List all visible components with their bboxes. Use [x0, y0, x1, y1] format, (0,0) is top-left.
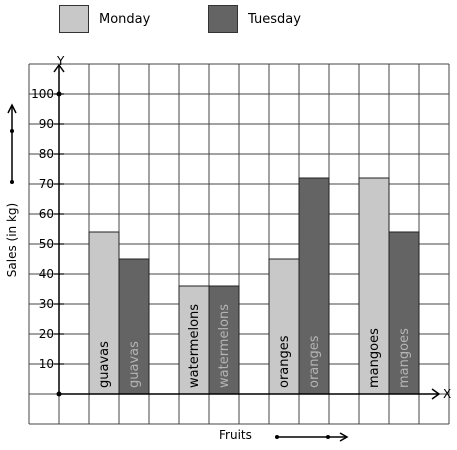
- bar-tuesday-mangoes: [388, 231, 420, 395]
- origin-dot: [56, 391, 62, 397]
- legend-item-tuesday: Tuesday: [208, 4, 301, 34]
- y-ticks: 10 20 30 40 50 60 70 80 90 100: [31, 87, 64, 371]
- legend-swatch-tuesday: [208, 5, 238, 33]
- bar-label-tuesday-guavas: guavas: [127, 341, 142, 388]
- bar-label-tuesday-oranges: oranges: [307, 335, 322, 388]
- y-direction-arrow: [7, 103, 17, 184]
- y-axis-title: Sales (in kg): [5, 202, 19, 278]
- axes: Y X: [53, 54, 451, 401]
- y-axis-title-wrap: Sales (in kg): [0, 160, 24, 320]
- y-tick-label: 70: [39, 177, 54, 191]
- legend-label-tuesday: Tuesday: [248, 11, 301, 27]
- y-axis-letter: Y: [56, 54, 65, 68]
- y-axis-arrowhead: [53, 63, 65, 73]
- y-tick-label: 50: [39, 237, 54, 251]
- legend-label-monday: Monday: [99, 11, 151, 27]
- bars: guavas guavas watermelons watermelons orange…: [88, 177, 420, 395]
- legend-swatch-monday: [59, 5, 89, 33]
- bar-label-tuesday-watermelons: watermelons: [217, 304, 232, 388]
- bar-label-tuesday-mangoes: mangoes: [397, 328, 412, 388]
- y-tick-label: 20: [39, 327, 54, 341]
- x-axis-letter: X: [443, 387, 451, 401]
- y-tick-label: 100: [31, 87, 54, 101]
- y-tick-label: 40: [39, 267, 54, 281]
- bar-label-monday-guavas: guavas: [97, 341, 112, 388]
- x-axis-arrowhead: [431, 388, 441, 400]
- bar-label-monday-mangoes: mangoes: [367, 328, 382, 388]
- bar-label-monday-oranges: oranges: [277, 335, 292, 388]
- bar-tuesday-oranges: [298, 177, 330, 395]
- y-tick-label: 10: [39, 357, 54, 371]
- legend-item-monday: Monday: [59, 4, 150, 34]
- y-tick-label: 80: [39, 147, 54, 161]
- x-axis-title: Fruits: [219, 428, 252, 442]
- y-tick-label: 60: [39, 207, 54, 221]
- y-tick-label: 30: [39, 297, 54, 311]
- bar-monday-oranges: [268, 258, 300, 395]
- x-direction-arrow: [275, 432, 349, 442]
- bar-label-monday-watermelons: watermelons: [187, 304, 202, 388]
- bar-monday-guavas: [88, 231, 120, 395]
- y-tick-label: 90: [39, 117, 54, 131]
